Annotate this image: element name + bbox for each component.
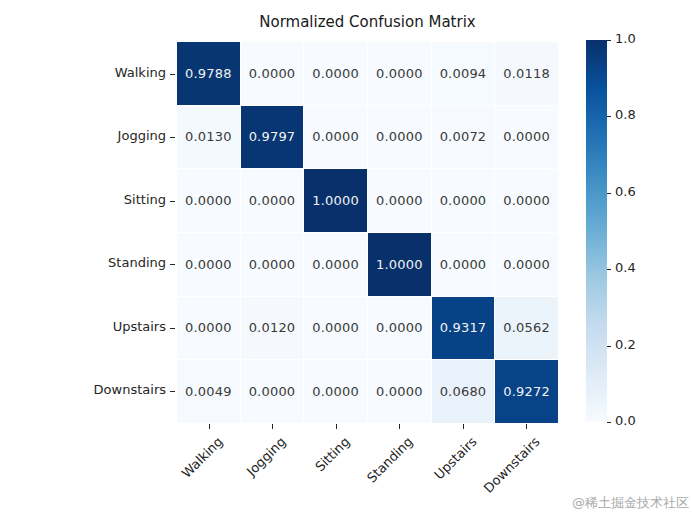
colorbar-tick-label: 0.6 [615,184,636,199]
x-tick-mark [399,424,400,429]
heatmap-cell: 1.0000 [304,169,367,232]
y-axis-label: Sitting [0,192,166,207]
colorbar-tick-label: 0.0 [615,413,636,428]
heatmap-cell: 0.0000 [304,42,367,105]
heatmap-cell: 0.0000 [241,360,304,423]
y-axis-label: Walking [0,65,166,80]
y-axis-label: Upstairs [0,319,166,334]
heatmap-cell: 0.0680 [432,360,495,423]
heatmap-cell: 0.0072 [432,106,495,169]
heatmap-cell: 0.0000 [177,169,240,232]
heatmap-cell: 0.0000 [304,297,367,360]
heatmap-cell: 0.0094 [432,42,495,105]
heatmap-cell: 1.0000 [368,233,431,296]
heatmap-cell: 0.0000 [304,106,367,169]
y-tick-mark [170,137,175,138]
y-tick-mark [170,328,175,329]
heatmap-cell: 0.0000 [368,106,431,169]
heatmap-cell: 0.0130 [177,106,240,169]
heatmap-cell: 0.0000 [432,169,495,232]
heatmap-cell: 0.0000 [241,233,304,296]
y-axis-label: Jogging [0,128,166,143]
colorbar-tick-label: 0.8 [615,107,636,122]
heatmap-grid: 0.97880.00000.00000.00000.00940.01180.01… [177,42,558,423]
y-tick-mark [170,264,175,265]
heatmap-cell: 0.0000 [177,233,240,296]
heatmap-cell: 0.0118 [495,42,558,105]
heatmap-cell: 0.9788 [177,42,240,105]
heatmap-cell: 0.0120 [241,297,304,360]
colorbar-tick-mark [607,40,611,41]
heatmap-cell: 0.9797 [241,106,304,169]
y-tick-mark [170,74,175,75]
watermark: @稀土掘金技术社区 [572,494,689,512]
y-axis-label: Standing [0,255,166,270]
confusion-matrix-figure: Normalized Confusion Matrix 0.97880.0000… [0,0,692,519]
y-tick-mark [170,391,175,392]
heatmap-cell: 0.0000 [495,169,558,232]
colorbar-tick-mark [607,116,611,117]
heatmap-cell: 0.0562 [495,297,558,360]
y-tick-mark [170,201,175,202]
x-tick-mark [336,424,337,429]
x-tick-mark [526,424,527,429]
y-axis-label: Downstairs [0,382,166,397]
heatmap-cell: 0.0000 [241,169,304,232]
heatmap-cell: 0.0000 [368,42,431,105]
x-tick-mark [209,424,210,429]
colorbar [586,40,607,422]
heatmap-cell: 0.0000 [432,233,495,296]
heatmap-cell: 0.0000 [368,297,431,360]
heatmap-cell: 0.0000 [368,169,431,232]
chart-title: Normalized Confusion Matrix [177,13,558,31]
colorbar-tick-label: 0.4 [615,260,636,275]
colorbar-tick-label: 0.2 [615,337,636,352]
colorbar-tick-label: 1.0 [615,31,636,46]
colorbar-tick-mark [607,346,611,347]
heatmap-cell: 0.0000 [304,233,367,296]
heatmap-cell: 0.0000 [241,42,304,105]
x-tick-mark [272,424,273,429]
heatmap-cell: 0.0000 [495,233,558,296]
heatmap-cell: 0.9272 [495,360,558,423]
heatmap-cell: 0.0000 [177,297,240,360]
x-tick-mark [463,424,464,429]
colorbar-tick-mark [607,422,611,423]
colorbar-tick-mark [607,193,611,194]
heatmap-cell: 0.0000 [495,106,558,169]
heatmap-cell: 0.0000 [304,360,367,423]
heatmap-cell: 0.0000 [368,360,431,423]
heatmap-cell: 0.9317 [432,297,495,360]
colorbar-tick-mark [607,269,611,270]
heatmap-cell: 0.0049 [177,360,240,423]
